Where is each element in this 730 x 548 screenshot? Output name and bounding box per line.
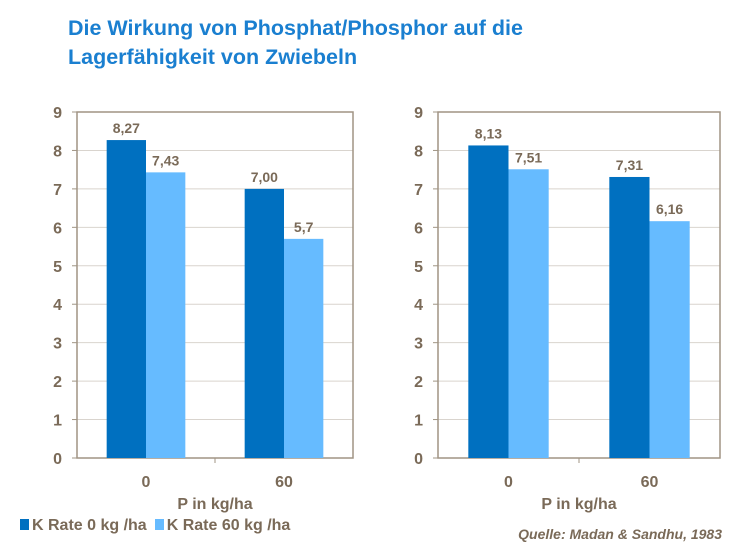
legend-item-k60: K Rate 60 kg /ha [154, 517, 291, 535]
y-tick-label: 3 [53, 336, 62, 353]
bar [468, 145, 509, 459]
y-tick-label: 5 [53, 259, 62, 276]
y-tick-label: 6 [414, 220, 423, 237]
bar [649, 221, 690, 458]
y-tick-label: 8 [53, 143, 62, 160]
y-tick-label: 1 [414, 413, 423, 430]
y-tick-label: 1 [53, 413, 62, 430]
page-title: Die Wirkung von Phosphat/Phosphor auf di… [68, 16, 523, 69]
y-tick-label: 9 [414, 105, 423, 122]
y-tick-label: 6 [53, 220, 62, 237]
source-note: Quelle: Madan & Sandhu, 1983 [518, 526, 722, 542]
y-tick-label: 2 [53, 374, 62, 391]
y-tick-label: 2 [414, 374, 423, 391]
x-tick-label: 0 [504, 474, 513, 491]
data-label: 7,51 [515, 149, 542, 165]
x-tick-label: 60 [641, 474, 659, 491]
data-label: 5,7 [294, 219, 314, 235]
data-label: 7,00 [251, 169, 278, 185]
bar [609, 176, 650, 458]
data-label: 7,31 [616, 157, 643, 173]
y-tick-label: 4 [414, 297, 423, 314]
x-tick-label: 0 [142, 474, 151, 491]
y-tick-label: 9 [53, 105, 62, 122]
x-axis-title: P in kg/ha [541, 496, 616, 513]
bar [244, 188, 284, 458]
y-tick-label: 4 [53, 297, 62, 314]
data-label: 7,43 [152, 152, 179, 168]
legend-swatch [20, 519, 29, 530]
legend-item-k0: K Rate 0 kg /ha [20, 517, 147, 535]
data-label: 6,16 [656, 201, 683, 217]
legend-label: K Rate 0 kg /ha [32, 517, 147, 534]
data-label: 8,13 [475, 125, 502, 141]
y-tick-label: 3 [414, 336, 423, 353]
y-tick-label: 0 [414, 451, 423, 468]
y-tick-label: 7 [414, 182, 423, 199]
legend: K Rate 0 kg /ha K Rate 60 kg /ha [20, 517, 290, 535]
legend-label: K Rate 60 kg /ha [166, 517, 291, 534]
y-tick-label: 7 [53, 182, 62, 199]
x-axis-title: P in kg/ha [177, 496, 252, 513]
legend-swatch [154, 519, 164, 530]
bar [146, 172, 186, 458]
data-label: 8,27 [113, 120, 140, 136]
y-tick-label: 0 [53, 451, 62, 468]
y-tick-label: 5 [414, 259, 423, 276]
bar [508, 169, 549, 458]
x-tick-label: 60 [275, 474, 293, 491]
bar [106, 140, 146, 458]
y-tick-label: 8 [414, 143, 423, 160]
bar [284, 238, 324, 458]
